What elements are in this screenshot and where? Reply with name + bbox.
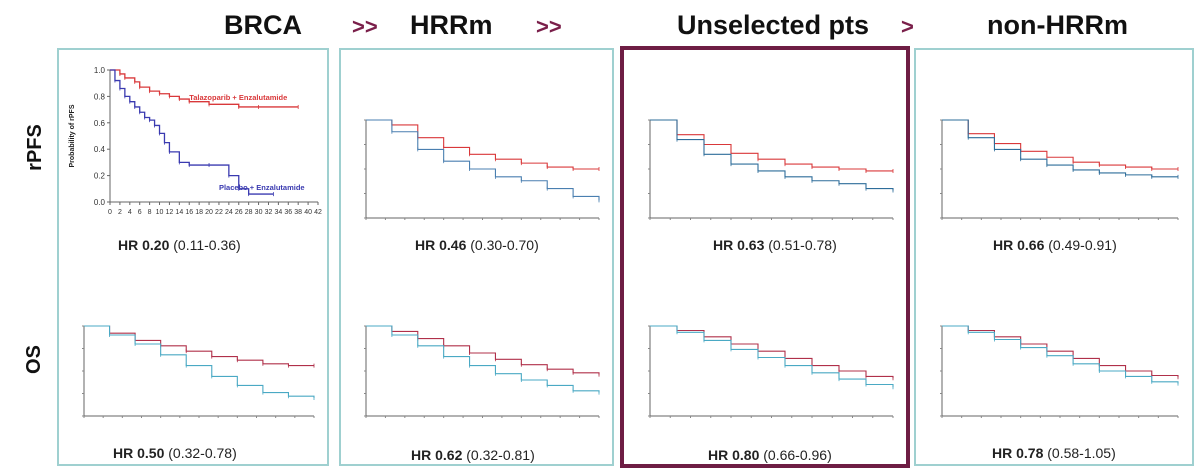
x-tick-label: 12 (166, 209, 174, 216)
hr-hrrm-rpfs: HR 0.46 (0.30-0.70) (415, 237, 539, 253)
series-line-0 (942, 119, 1178, 170)
panel-unselected (620, 46, 910, 468)
x-tick-label: 22 (215, 209, 223, 216)
hr-ci: (0.66-0.96) (763, 447, 832, 463)
hr-ci: (0.30-0.70) (470, 237, 539, 253)
y-tick-label: 0.4 (94, 145, 106, 154)
hr-unselected-rpfs: HR 0.63 (0.51-0.78) (713, 237, 837, 253)
series-line-1 (650, 325, 894, 388)
y-tick-label: 0.8 (94, 92, 106, 101)
panel-hrrm (339, 48, 614, 466)
x-tick-label: 20 (205, 209, 213, 216)
hr-ci: (0.11-0.36) (173, 237, 241, 253)
y-tick-label: 0.0 (94, 198, 106, 207)
panel-brca (57, 48, 329, 466)
hr-value: HR 0.80 (708, 447, 760, 463)
series-line-1 (942, 325, 1179, 384)
hr-value: HR 0.63 (713, 237, 765, 253)
header-brca: BRCA (224, 10, 302, 40)
series-label-0: Talazoparib + Enzalutamide (189, 93, 287, 102)
x-tick-label: 18 (195, 209, 203, 216)
hr-hrrm-os: HR 0.62 (0.32-0.81) (411, 447, 535, 463)
header-unselected: Unselected pts (677, 10, 870, 40)
brca-rpfs-chart: 0.00.20.40.60.81.00 2 4 6 8 10 12 14 16 18 20 22 24 2… (69, 66, 322, 216)
hr-value: HR 0.50 (113, 445, 165, 461)
unselected-rpfs-chart (648, 119, 894, 220)
hr-brca-os: HR 0.50 (0.32-0.78) (113, 445, 237, 461)
series-line-1 (650, 119, 894, 191)
row-label-os: OS (22, 345, 45, 374)
unselected-os-chart (648, 325, 894, 418)
y-tick-label: 0.2 (94, 172, 106, 181)
hr-ci: (0.58-1.05) (1047, 445, 1116, 461)
hrrm-os-chart (364, 325, 600, 418)
hr-ci: (0.51-0.78) (768, 237, 837, 253)
x-tick-label: 2 (118, 209, 122, 216)
x-tick-label: 0 (108, 209, 112, 216)
x-tick-label: 8 (148, 209, 152, 216)
series-line-0 (650, 325, 894, 379)
hr-non-hrrm-os: HR 0.78 (0.58-1.05) (992, 445, 1116, 461)
panel-non-hrrm (914, 48, 1194, 466)
x-tick-label: 40 (304, 209, 312, 216)
hr-brca-rpfs: HR 0.20 (0.11-0.36) (118, 237, 241, 253)
row-label-rpfs: rPFS (23, 124, 46, 171)
x-tick-label: 36 (284, 209, 292, 216)
arrow-1: >> (352, 14, 378, 39)
x-tick-label: 14 (175, 209, 183, 216)
hr-value: HR 0.66 (993, 237, 1045, 253)
series-label-1: Placebo + Enzalutamide (219, 183, 305, 192)
x-tick-label: 10 (156, 209, 164, 216)
hr-unselected-os: HR 0.80 (0.66-0.96) (708, 447, 832, 463)
hr-ci: (0.32-0.81) (466, 447, 535, 463)
hr-value: HR 0.46 (415, 237, 467, 253)
hr-value: HR 0.62 (411, 447, 463, 463)
x-tick-label: 30 (255, 209, 263, 216)
x-tick-label: 6 (138, 209, 142, 216)
brca-os-chart (82, 325, 315, 418)
series-line-0 (650, 119, 893, 172)
x-tick-label: 32 (265, 209, 273, 216)
x-tick-label: 4 (128, 209, 132, 216)
hr-ci: (0.32-0.78) (168, 445, 237, 461)
hr-value: HR 0.20 (118, 237, 170, 253)
header-non-hrrm: non-HRRm (987, 10, 1128, 40)
series-line-1 (110, 69, 274, 195)
series-line-0 (366, 119, 599, 170)
series-line-1 (366, 119, 600, 201)
series-line-1 (366, 325, 600, 393)
y-axis-label: Probability of rPFS (69, 104, 76, 167)
arrow-2: >> (536, 14, 562, 39)
hrrm-rpfs-chart (364, 119, 600, 220)
x-tick-label: 34 (274, 209, 282, 216)
x-tick-label: 26 (235, 209, 243, 216)
arrow-3: > (901, 14, 914, 39)
series-line-0 (84, 325, 314, 367)
y-tick-label: 0.6 (94, 119, 106, 128)
series-line-0 (942, 325, 1179, 378)
series-line-1 (84, 325, 315, 398)
x-tick-label: 16 (185, 209, 193, 216)
x-tick-label: 38 (294, 209, 302, 216)
x-tick-label: 24 (225, 209, 233, 216)
non-hrrm-rpfs-chart (940, 119, 1179, 220)
x-tick-label: 28 (245, 209, 253, 216)
hr-ci: (0.49-0.91) (1048, 237, 1117, 253)
non-hrrm-os-chart (940, 325, 1179, 418)
header-hrrm: HRRm (410, 10, 493, 40)
y-tick-label: 1.0 (94, 66, 106, 75)
series-line-0 (366, 325, 600, 375)
x-tick-label: 42 (314, 209, 322, 216)
series-line-1 (942, 119, 1178, 178)
hr-non-hrrm-rpfs: HR 0.66 (0.49-0.91) (993, 237, 1117, 253)
hr-value: HR 0.78 (992, 445, 1044, 461)
